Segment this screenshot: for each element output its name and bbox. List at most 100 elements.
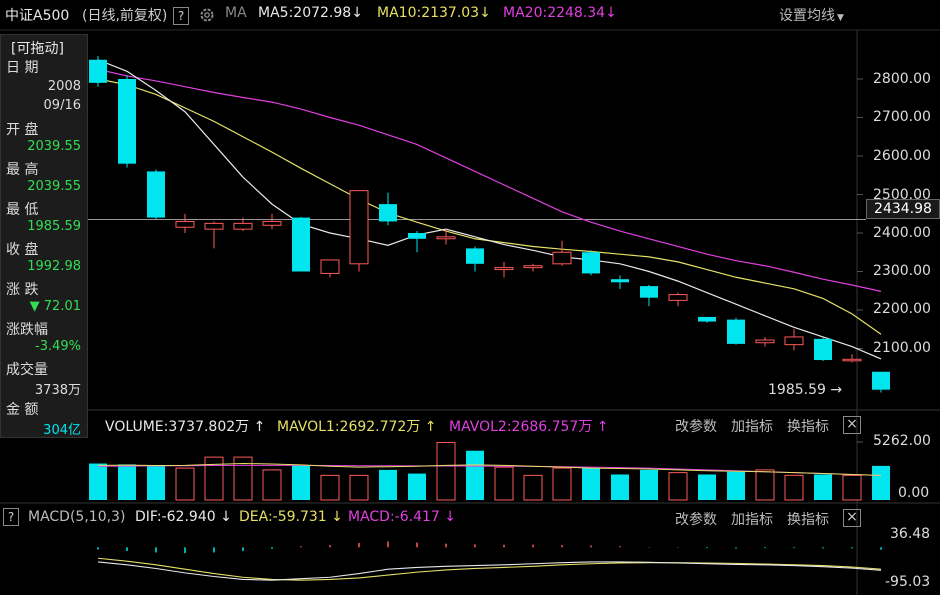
low-value: 1985.59 — [27, 219, 81, 234]
drag-handle[interactable]: [可拖动] — [11, 41, 64, 57]
low-price-marker: 1985.59 → — [768, 382, 843, 398]
ma20-line — [97, 68, 882, 292]
candle-body-down — [727, 319, 745, 344]
volume-params-button[interactable]: 改参数 — [675, 419, 717, 435]
candle-body-up — [784, 336, 804, 346]
macd-close-icon[interactable]: × — [843, 509, 861, 527]
candle-body-down — [640, 286, 658, 298]
amount-label: 金 额 — [6, 402, 39, 418]
macd-axis-bottom: -95.03 — [885, 574, 931, 590]
dif-legend: DIF:-62.940 ↓ — [135, 509, 232, 525]
down-arrow-icon: ↓ — [605, 5, 617, 21]
volume-bar-down — [118, 464, 136, 500]
candle-body-up — [262, 220, 282, 226]
candle-body-down — [814, 338, 832, 361]
volume-close-icon[interactable]: × — [843, 416, 861, 434]
symbol-title: 中证A500 — [5, 8, 70, 24]
volume-header: VOLUME:3737.802万 ↑ MAVOL1:2692.772万 ↑ MA… — [0, 413, 940, 435]
date-md: 09/16 — [43, 98, 81, 113]
volume-bar-up — [494, 466, 514, 501]
volume-bar-down — [147, 465, 165, 500]
volume-bar-up — [175, 467, 195, 501]
high-label: 最 高 — [6, 162, 39, 178]
volume-axis-top: 5262.00 — [873, 433, 931, 449]
period-mode: (日线,前复权) — [82, 8, 168, 24]
candle-body-down — [872, 371, 890, 390]
candle-body-up — [523, 265, 543, 269]
candle-body-up — [668, 294, 688, 301]
candle-body-down — [408, 233, 426, 239]
macd-params-button[interactable]: 改参数 — [675, 512, 717, 528]
macd-switch-indicator-button[interactable]: 换指标 — [787, 512, 829, 528]
volume-bar-down — [292, 465, 310, 500]
info-panel[interactable]: [可拖动] 日 期 2008 09/16 开 盘 2039.55 最 高 203… — [0, 34, 88, 438]
down-arrow-icon: ↓ — [351, 5, 363, 21]
candle-body-up — [233, 222, 253, 230]
volume-bar-up — [784, 474, 804, 501]
volume-axis-bottom: 0.00 — [898, 485, 930, 501]
volume-switch-indicator-button[interactable]: 换指标 — [787, 419, 829, 435]
macd-legend: MACD:-6.417 ↓ — [348, 509, 457, 525]
volume-bar-up — [320, 474, 340, 501]
macd-help-button[interactable]: ? — [3, 508, 19, 526]
volume-bar-down — [611, 474, 629, 500]
mavol2-legend: MAVOL2:2686.757万 ↑ — [449, 419, 609, 435]
candle-body-down — [466, 248, 484, 264]
volume-bar-up — [842, 474, 862, 501]
price-tick: 2100.00 — [873, 340, 931, 356]
down-arrow-icon: ↓ — [479, 5, 491, 21]
macd-title: MACD(5,10,3) — [28, 509, 126, 525]
dea-legend: DEA:-59.731 ↓ — [239, 509, 343, 525]
candle-body-down — [118, 79, 136, 164]
volume-bar-up — [349, 474, 369, 501]
up-arrow-icon: ↑ — [420, 419, 437, 435]
candle-body-up — [436, 236, 456, 240]
pct-label: 涨跌幅 — [6, 322, 48, 338]
down-arrow-icon: ↓ — [326, 509, 343, 525]
close-label: 收 盘 — [6, 242, 39, 258]
volume-bar-up — [668, 472, 688, 501]
macd-header: ? MACD(5,10,3) DIF:-62.940 ↓ DEA:-59.731… — [0, 506, 940, 528]
open-label: 开 盘 — [6, 122, 39, 138]
volume-legend: VOLUME:3737.802万 ↑ — [105, 419, 266, 435]
volume-add-indicator-button[interactable]: 加指标 — [731, 419, 773, 435]
candle-body-up — [349, 190, 369, 265]
pct-value: -3.49% — [35, 339, 81, 354]
ma10-line — [97, 78, 882, 335]
volume-bar-down — [582, 468, 600, 500]
macd-add-indicator-button[interactable]: 加指标 — [731, 512, 773, 528]
volume-bar-down — [872, 465, 890, 500]
change-label: 涨 跌 — [6, 282, 39, 298]
ma-label: MA — [225, 5, 247, 21]
volume-bar-up — [523, 474, 543, 501]
up-arrow-icon: ↑ — [249, 419, 266, 435]
candle-body-up — [755, 339, 775, 344]
volume-bar-down — [89, 463, 107, 500]
volume-bar-up — [262, 469, 282, 501]
volume-bar-down — [408, 473, 426, 500]
candle-body-up — [494, 267, 514, 271]
close-value: 1992.98 — [27, 259, 81, 274]
candle-body-up — [175, 220, 195, 228]
price-tick: 2400.00 — [873, 225, 931, 241]
volume-bar-down — [640, 469, 658, 500]
volume-bar-up — [204, 456, 224, 501]
volume-bar-down — [698, 474, 716, 500]
help-button[interactable]: ? — [173, 7, 189, 25]
amount-value: 304亿 — [43, 423, 81, 438]
volume-value: 3738万 — [34, 383, 81, 398]
low-label: 最 低 — [6, 202, 39, 218]
volume-bar-down — [727, 471, 745, 500]
date-label: 日 期 — [6, 60, 39, 76]
date-year: 2008 — [47, 79, 81, 94]
ma-settings-button[interactable]: 设置均线 ▼ — [779, 8, 844, 24]
volume-bar-down — [379, 469, 397, 500]
cursor-price-label: 2434.98 — [866, 199, 940, 219]
volume-bar-down — [466, 450, 484, 500]
gear-icon[interactable] — [198, 6, 216, 24]
price-tick: 2600.00 — [873, 148, 931, 164]
down-arrow-icon: ↓ — [215, 509, 232, 525]
price-tick: 2200.00 — [873, 301, 931, 317]
volume-bar-up — [552, 467, 572, 501]
